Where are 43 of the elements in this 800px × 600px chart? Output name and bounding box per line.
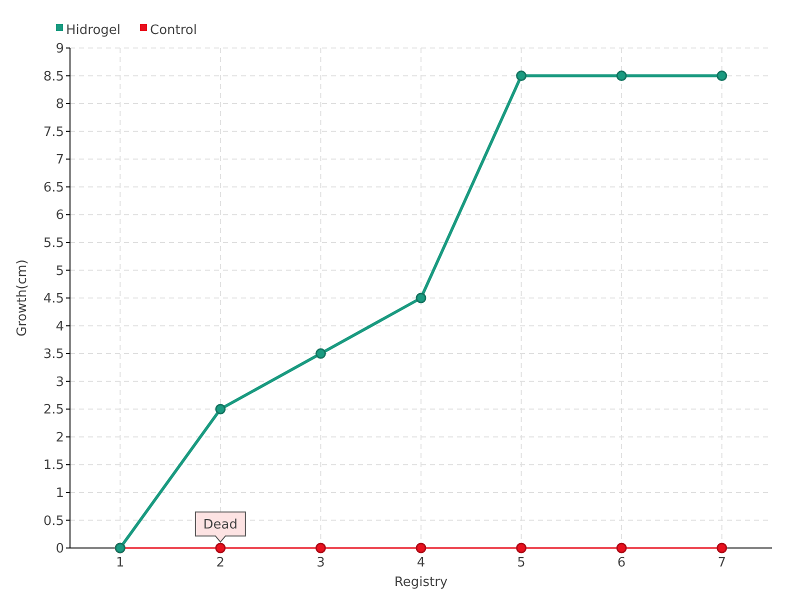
y-tick-label: 2.5: [43, 402, 64, 418]
y-tick-label: 6.5: [43, 180, 64, 196]
y-tick-label: 7.5: [43, 124, 64, 140]
point: [616, 542, 627, 554]
point: [215, 404, 226, 414]
point: [315, 542, 326, 554]
x-tick-label: 5: [517, 556, 526, 571]
x-tick-label: 4: [416, 556, 426, 571]
y-tick-label: 4.5: [43, 292, 64, 307]
point: [716, 542, 728, 554]
x-tick-label: 1: [116, 556, 124, 571]
y-tick-label: 1: [56, 486, 64, 501]
x-tick-label: 3: [316, 556, 325, 571]
point: [215, 542, 226, 554]
y-tick-label: 5: [56, 264, 64, 279]
point: [516, 542, 527, 554]
y-axis-title: Growth(cm): [15, 259, 30, 337]
point: [516, 70, 527, 82]
y-tick-label: 9: [56, 42, 64, 57]
x-tick-label: 7: [718, 556, 726, 571]
point: [416, 292, 426, 304]
point: [315, 348, 326, 359]
legend-label: Control: [150, 22, 197, 38]
y-tick-label: 2: [56, 430, 64, 446]
y-tick-label: 3: [56, 374, 64, 390]
y-tick-label: 1.5: [43, 458, 64, 474]
y-tick-label: 3.5: [43, 347, 64, 362]
y-tick-label: 4: [56, 319, 64, 334]
legend-label: Hidrogel: [66, 22, 121, 38]
point: [616, 70, 627, 82]
x-tick-label: 6: [617, 556, 626, 571]
x-tick-label: 2: [216, 556, 225, 571]
annotation: Dead: [203, 518, 238, 533]
y-tick-label: 0: [56, 542, 64, 557]
point: [416, 542, 426, 554]
x-axis-title: Registry: [394, 575, 448, 590]
point: [716, 70, 728, 82]
y-tick-label: 6: [56, 208, 64, 224]
y-tick-label: 8.5: [43, 69, 64, 84]
y-tick-label: 0.5: [43, 514, 64, 529]
y-tick-label: 8: [56, 97, 64, 112]
y-tick-label: 5.5: [43, 236, 64, 251]
y-tick-label: 7: [56, 152, 64, 168]
